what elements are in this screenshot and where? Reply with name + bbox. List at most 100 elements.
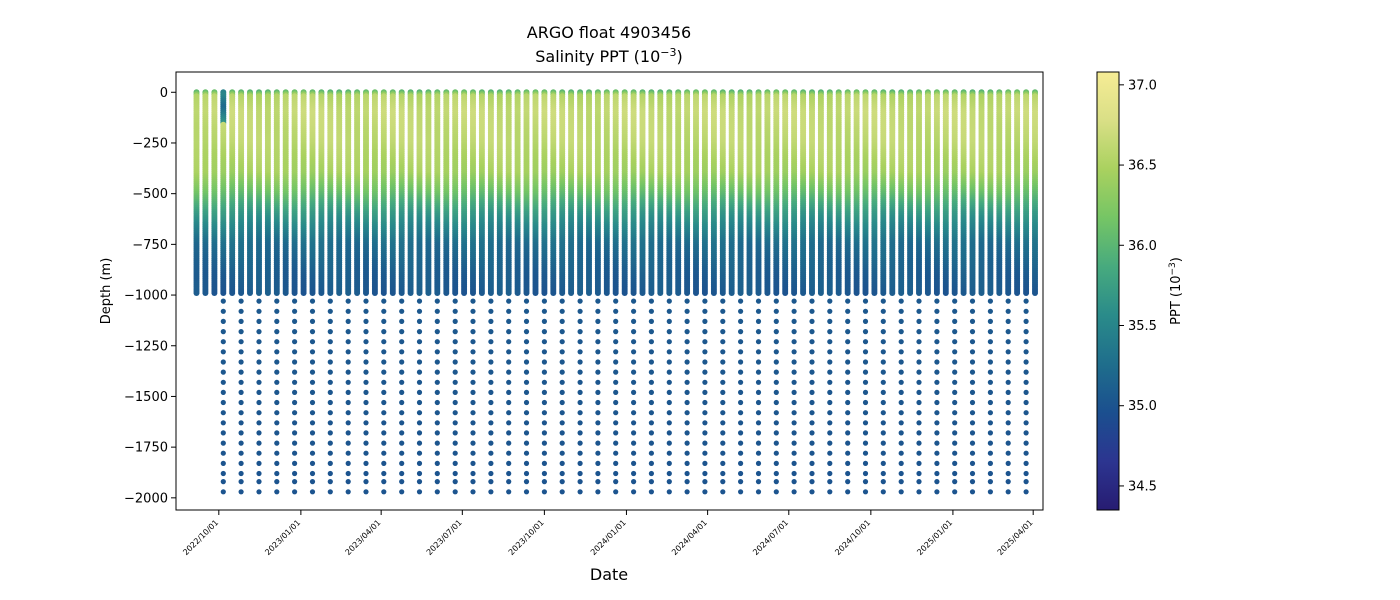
data-point [470, 430, 476, 436]
data-point [434, 389, 440, 395]
data-point [274, 479, 280, 485]
data-point [452, 440, 458, 446]
data-point [577, 460, 583, 466]
data-point [327, 298, 333, 304]
data-point [416, 379, 423, 385]
data-point [371, 290, 378, 296]
data-point [541, 489, 548, 495]
data-point [577, 369, 583, 375]
data-point [309, 470, 316, 477]
data-point [309, 329, 316, 335]
data-point [523, 470, 530, 477]
data-point [273, 290, 280, 296]
data-point [399, 379, 405, 385]
data-point [541, 399, 548, 406]
data-point [211, 290, 218, 296]
data-point [532, 290, 539, 296]
data-point [327, 308, 333, 314]
data-point [256, 410, 262, 416]
data-point [523, 298, 530, 304]
data-point [363, 489, 369, 495]
data-point [274, 308, 280, 314]
data-point [292, 359, 298, 365]
data-point [559, 489, 565, 495]
data-point [220, 489, 226, 495]
data-point [380, 290, 387, 296]
data-point [407, 290, 414, 296]
data-point [488, 339, 494, 345]
data-point [220, 479, 226, 485]
data-point [577, 349, 583, 355]
data-point [523, 430, 530, 436]
data-point [452, 399, 458, 406]
data-point [452, 359, 458, 365]
data-point [416, 389, 423, 395]
data-point [256, 379, 262, 385]
data-point [470, 389, 476, 395]
data-point [327, 450, 333, 456]
data-point [470, 450, 476, 456]
data-point [470, 410, 476, 416]
data-point [425, 290, 432, 296]
data-point [523, 460, 530, 466]
data-point [220, 460, 226, 466]
data-point [416, 290, 423, 296]
data-point [345, 460, 351, 466]
data-point [381, 450, 387, 456]
data-point [309, 339, 316, 345]
data-point [309, 349, 316, 355]
data-point [452, 308, 458, 314]
data-point [256, 450, 262, 456]
data-point [399, 450, 405, 456]
data-point [381, 489, 387, 495]
data-point [345, 420, 351, 426]
data-point [247, 290, 253, 296]
data-point [559, 359, 565, 365]
data-point [292, 450, 298, 456]
data-point [488, 489, 494, 495]
data-point [577, 329, 583, 335]
data-point [363, 389, 369, 395]
data-point [381, 339, 387, 345]
data-point [327, 379, 333, 385]
data-point [274, 430, 280, 436]
data-point [506, 329, 512, 335]
data-point [452, 470, 458, 477]
data-point [220, 298, 226, 304]
data-point [434, 430, 440, 436]
data-point [345, 329, 351, 335]
data-point [577, 479, 583, 485]
data-point [559, 479, 565, 485]
data-point [292, 298, 298, 304]
data-point [264, 290, 271, 296]
data-point [488, 379, 494, 385]
data-point [523, 329, 530, 335]
data-point [506, 489, 512, 495]
data-point [586, 290, 592, 296]
data-point [363, 460, 369, 466]
data-point [363, 339, 369, 345]
data-point [345, 369, 351, 375]
data-point [541, 308, 548, 314]
data-point [399, 479, 405, 485]
data-point [577, 450, 583, 456]
data-point [292, 470, 298, 477]
data-point [309, 379, 316, 385]
data-point [345, 349, 351, 355]
data-point [470, 440, 476, 446]
data-point [274, 369, 280, 375]
data-point [327, 349, 333, 355]
data-point [220, 369, 226, 375]
data-point [434, 318, 440, 324]
data-point [220, 290, 227, 296]
data-point [452, 318, 458, 324]
data-point [381, 308, 387, 314]
data-point [220, 379, 226, 385]
data-point [256, 339, 262, 345]
data-point [292, 339, 298, 345]
data-point [363, 410, 369, 416]
data-point [559, 470, 565, 477]
data-point [256, 460, 262, 466]
data-point [327, 470, 333, 477]
data-point [274, 318, 280, 324]
